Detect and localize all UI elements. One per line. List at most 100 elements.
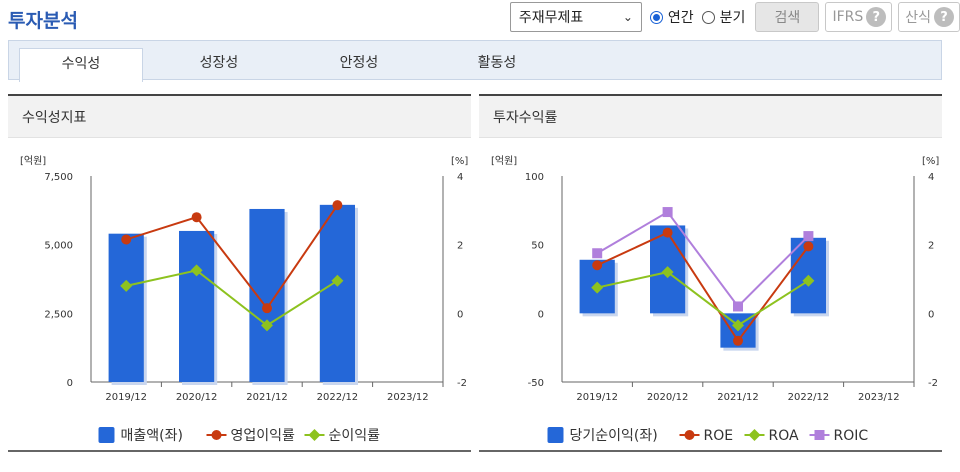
series-line-순이익률 (125, 269, 338, 327)
radio-annual[interactable]: 연간 (649, 7, 694, 27)
left-unit-label: [억원] (20, 155, 46, 167)
legend-marker (748, 429, 761, 441)
series-point-순이익률 (120, 279, 133, 292)
search-button[interactable]: 검색 (755, 2, 820, 32)
radio-annual-label: 연간 (667, 10, 694, 26)
series-point-ROIC (592, 248, 603, 259)
legend-marker (211, 430, 222, 440)
y-right-tick: 2 (928, 241, 934, 252)
panel-divider (479, 450, 942, 452)
x-tick-label: 2020/12 (647, 392, 689, 403)
legend-label: 영업이익률 (231, 428, 296, 444)
series-point-ROIC (662, 207, 673, 218)
x-tick-label: 2021/12 (246, 392, 288, 403)
y-left-tick: 2,500 (44, 309, 73, 320)
analysis-tabbar: 수익성 성장성 안정성 활동성 (8, 40, 942, 82)
formula-label: 산식 (905, 10, 931, 26)
profitability-chart: [억원] [%] 7,500 5,000 2,500 0 4 2 0 -2 2019/12 2020/… (20, 155, 468, 444)
profitability-panel: 수익성지표 [억원] [%] 7,500 5,000 2,500 0 4 2 0 -2 2019/1… (8, 94, 471, 452)
series-line-ROE (596, 231, 810, 343)
series-point-순이익률 (261, 319, 273, 332)
y-right-tick: 2 (457, 241, 463, 252)
question-icon: ? (934, 7, 954, 27)
y-left-tick: 7,500 (44, 172, 73, 183)
y-right-tick: 4 (928, 172, 934, 183)
tab-growth[interactable]: 성장성 (199, 55, 239, 71)
y-left-tick: 50 (531, 241, 544, 252)
bar (108, 233, 144, 382)
bar (249, 208, 285, 382)
radio-quarter[interactable]: 분기 (701, 7, 746, 27)
series-line-ROA (596, 271, 809, 327)
series-line-ROIC (596, 210, 810, 308)
legend-marker (684, 430, 695, 440)
y-left-tick: -50 (528, 378, 544, 389)
y-right-tick: 4 (457, 172, 463, 183)
y-right-tick: 0 (457, 309, 463, 320)
ifrs-label: IFRS (832, 9, 864, 25)
series-point-영업이익률 (262, 303, 272, 314)
y-left-tick: 0 (538, 309, 544, 320)
radio-annual-dot[interactable] (649, 10, 663, 24)
y-right-tick: -2 (928, 378, 938, 389)
tab-activity[interactable]: 활동성 (477, 55, 517, 71)
chevron-down-icon: ⌄ (622, 10, 633, 24)
series-line-영업이익률 (125, 204, 339, 310)
legend-marker (814, 430, 825, 440)
legend-label: 당기순이익(좌) (570, 428, 658, 444)
statement-select[interactable]: 주재무제표 ⌄ (509, 2, 642, 32)
bar (319, 204, 355, 382)
series-point-ROA (802, 274, 815, 287)
x-tick-label: 2023/12 (387, 392, 429, 403)
series-point-ROA (591, 281, 604, 294)
series-point-ROA (661, 266, 674, 279)
series-point-영업이익률 (191, 212, 202, 223)
investment-return-panel: 투자수익률 [억원] [%] 100 50 0 -50 4 2 0 -2 2019/12 2020/1… (479, 94, 942, 452)
bar (179, 230, 215, 382)
formula-help-button[interactable]: 산식 ? (898, 2, 960, 32)
series-point-ROE (803, 241, 814, 252)
radio-quarter-dot[interactable] (701, 10, 715, 24)
series-point-영업이익률 (121, 234, 132, 245)
statement-select-value: 주재무제표 (518, 10, 584, 26)
legend-label: ROE (704, 428, 734, 444)
y-left-tick: 5,000 (44, 241, 73, 252)
question-icon: ? (866, 7, 887, 27)
panel-title: 투자수익률 (479, 96, 942, 138)
x-tick-label: 2019/12 (105, 392, 147, 403)
series-point-ROIC (733, 301, 743, 312)
legend-marker (308, 429, 321, 441)
x-tick-label: 2021/12 (717, 392, 759, 403)
legend-swatch (547, 427, 564, 443)
ifrs-help-button[interactable]: IFRS ? (825, 2, 893, 32)
legend-label: ROIC (834, 428, 869, 444)
x-tick-label: 2022/12 (788, 392, 830, 403)
x-tick-label: 2023/12 (858, 392, 900, 403)
series-point-순이익률 (331, 274, 344, 287)
panel-divider (8, 450, 471, 452)
series-point-순이익률 (190, 264, 203, 277)
radio-quarter-label: 분기 (719, 10, 746, 26)
series-point-ROIC (803, 231, 814, 242)
tab-profitability[interactable]: 수익성 (19, 48, 143, 82)
right-unit-label: [%] (922, 156, 939, 167)
tab-stability[interactable]: 안정성 (339, 55, 379, 71)
y-right-tick: -2 (457, 378, 467, 389)
y-left-tick: 100 (525, 172, 544, 183)
y-right-tick: 0 (928, 309, 934, 320)
period-radio-group: 연간 분기 (649, 7, 754, 27)
legend-label: 매출액(좌) (121, 428, 183, 444)
x-tick-label: 2019/12 (576, 392, 618, 403)
series-point-ROE (592, 260, 603, 271)
right-unit-label: [%] (451, 156, 468, 167)
series-point-ROE (662, 227, 673, 238)
investment-return-chart: [억원] [%] 100 50 0 -50 4 2 0 -2 2019/12 2020/12 2021/… (491, 155, 939, 444)
series-point-ROA (732, 319, 744, 332)
left-unit-label: [억원] (491, 155, 517, 167)
legend-label: ROA (769, 428, 800, 444)
legend-label: 순이익률 (329, 428, 381, 444)
series-point-영업이익률 (332, 200, 343, 211)
series-point-ROE (733, 335, 743, 346)
panel-title: 수익성지표 (8, 96, 471, 138)
legend-swatch (98, 427, 115, 443)
